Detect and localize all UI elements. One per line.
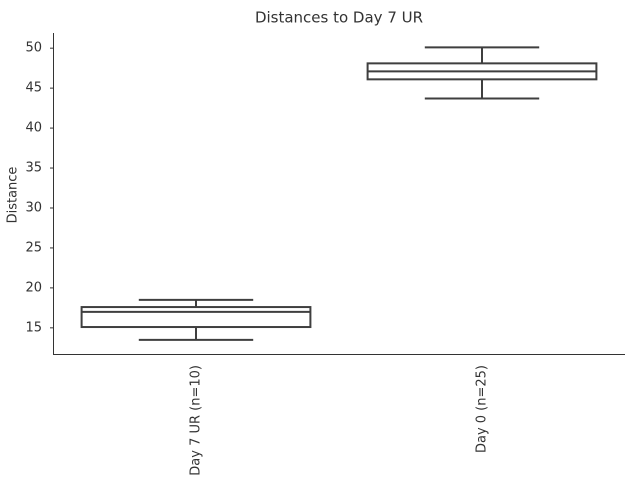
y-axis-label: Distance: [6, 167, 21, 224]
y-tick-label: 25: [25, 240, 42, 255]
x-tick-label: Day 0 (n=25): [475, 365, 490, 453]
y-tick-label: 35: [25, 161, 42, 176]
y-tick-label: 45: [25, 81, 42, 96]
x-tick-label: Day 7 UR (n=10): [189, 365, 204, 476]
y-tick-label: 20: [25, 280, 42, 295]
y-tick-label: 15: [25, 320, 42, 335]
chart-title: Distances to Day 7 UR: [255, 9, 423, 27]
y-tick-label: 30: [25, 200, 42, 215]
y-tick-label: 50: [25, 41, 42, 56]
y-tick-label: 40: [25, 121, 42, 136]
box: [80, 306, 312, 329]
